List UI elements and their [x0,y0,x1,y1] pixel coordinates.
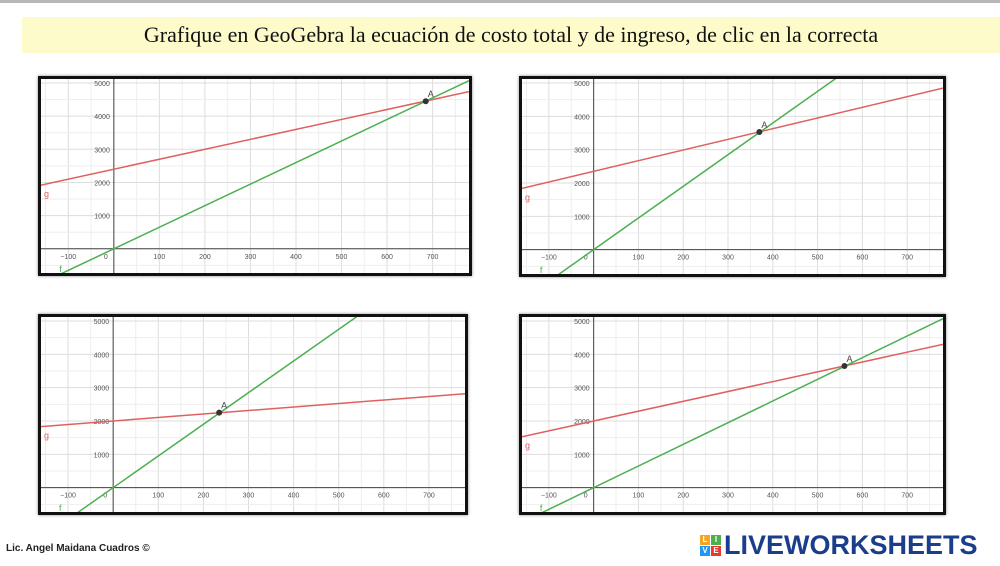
x-tick-label: 600 [381,254,393,261]
x-tick-label: 600 [857,493,869,500]
x-tick-label: 100 [154,254,166,261]
y-tick-label: 4000 [574,114,590,121]
x-tick-label: 300 [245,254,257,261]
top-border [0,0,1000,3]
y-tick-label: 5000 [94,81,110,88]
x-tick-label: 600 [857,255,869,262]
line-f [60,79,469,273]
x-tick-label: 500 [812,255,824,262]
y-tick-label: 1000 [94,452,110,459]
label-g: g [44,431,49,441]
label-g: g [525,441,530,451]
y-tick-label: 3000 [574,386,590,393]
y-tick-label: 3000 [574,148,590,155]
x-tick-label: 0 [584,255,588,262]
author-credit: Lic. Angel Maidana Cuadros © [6,543,150,554]
y-tick-label: 3000 [94,147,110,154]
x-tick-label: 500 [333,493,345,500]
x-tick-label: 700 [427,254,439,261]
y-tick-label: 5000 [574,81,590,88]
line-f [557,79,837,274]
graph-4: −100 0 100 200 300 400 500 600 700 1000 2000 3000 40… [522,317,943,512]
y-tick-label: 4000 [94,352,110,359]
x-tick-label: −100 [60,493,76,500]
graph-option-1[interactable]: −100 0 100 200 300 400 500 600 700 1000 2000 3000 40… [38,76,472,276]
label-g: g [525,192,530,202]
x-tick-label: 200 [199,254,211,261]
page-title: Grafique en GeoGebra la ecuación de cost… [22,17,1000,53]
x-tick-label: 0 [104,254,108,261]
label-f: f [59,503,62,512]
point-label: A [221,401,227,411]
x-tick-label: 100 [152,493,164,500]
graph-3: −100010020030040050060070010002000300040… [41,317,465,512]
label-f: f [540,265,543,274]
x-tick-label: 200 [677,493,689,500]
x-tick-label: 500 [812,493,824,500]
x-tick-label: 300 [722,255,734,262]
x-tick-label: 100 [633,255,645,262]
label-f: f [59,264,62,273]
x-tick-label: 0 [584,493,588,500]
point-label: A [761,120,767,130]
y-tick-label: 2000 [574,181,590,188]
y-tick-label: 5000 [94,319,110,326]
label-f: f [540,503,543,512]
intersection-point [841,363,848,369]
x-tick-label: 0 [103,493,107,500]
intersection-point [422,98,429,105]
x-tick-label: 300 [243,493,255,500]
x-tick-label: 700 [901,493,913,500]
x-tick-label: 100 [633,493,645,500]
line-g [522,87,943,190]
y-tick-label: 4000 [94,114,110,121]
line-f [541,317,943,512]
x-tick-label: 700 [423,493,435,500]
x-tick-label: −100 [541,255,557,262]
x-tick-label: 200 [198,493,210,500]
x-tick-label: 600 [378,493,390,500]
x-tick-label: 400 [288,493,300,500]
y-tick-label: 5000 [574,319,590,326]
y-tick-label: 1000 [94,214,110,221]
intersection-point [756,129,763,135]
y-tick-label: 3000 [94,386,110,393]
logo-text: LIVEWORKSHEETS [724,530,978,560]
x-tick-label: 400 [767,493,779,500]
y-tick-label: 2000 [574,419,590,426]
intersection-point [216,409,223,416]
line-f [77,317,358,512]
label-g: g [44,189,49,199]
x-tick-label: 300 [722,493,734,500]
point-label: A [428,89,434,99]
y-tick-label: 1000 [574,452,590,459]
line-g [41,392,465,428]
graph-2: −100 0 100 200 300 400 500 600 700 1000 2000 3000 40… [522,79,943,274]
x-tick-label: 500 [336,254,348,261]
graph-1: −100 0 100 200 300 400 500 600 700 1000 2000 3000 40… [41,79,469,273]
x-tick-label: 700 [901,255,913,262]
line-g [522,343,943,438]
y-tick-label: 1000 [574,214,590,221]
y-tick-label: 2000 [94,180,110,187]
x-tick-label: −100 [541,493,557,500]
x-tick-label: −100 [60,254,76,261]
x-tick-label: 400 [290,254,302,261]
y-tick-label: 4000 [574,352,590,359]
graph-option-3[interactable]: −100010020030040050060070010002000300040… [38,314,468,515]
line-g [41,90,469,186]
x-tick-label: 200 [677,255,689,262]
point-label: A [846,354,852,364]
graph-option-4[interactable]: −100 0 100 200 300 400 500 600 700 1000 2000 3000 40… [519,314,946,515]
graph-option-2[interactable]: −100 0 100 200 300 400 500 600 700 1000 2000 3000 40… [519,76,946,277]
x-tick-label: 400 [767,255,779,262]
